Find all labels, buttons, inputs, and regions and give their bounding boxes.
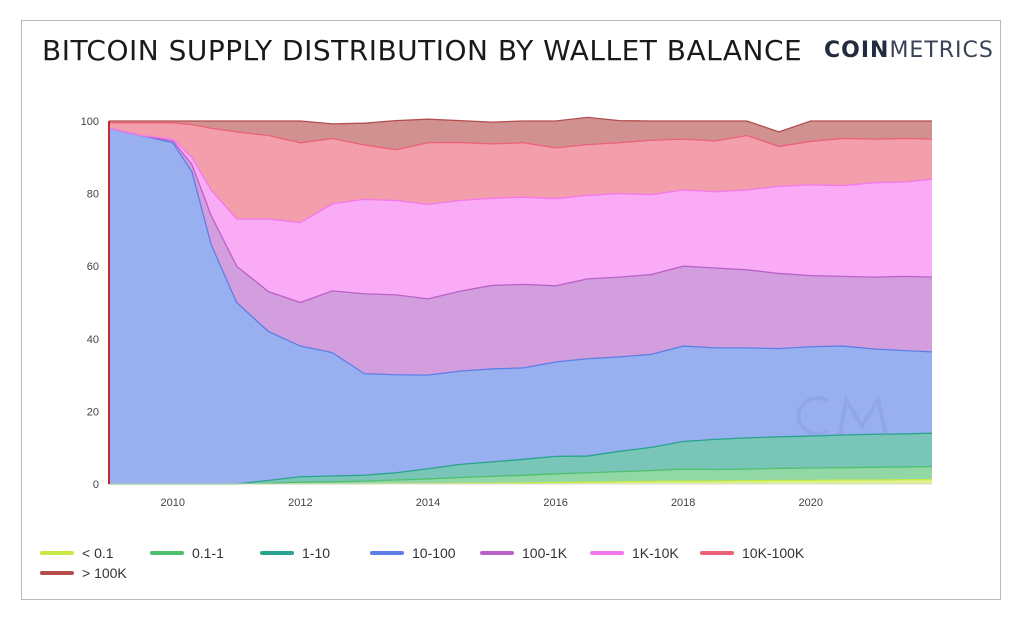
y-tick-label: 40 <box>87 334 99 346</box>
x-tick-label: 2018 <box>671 497 695 509</box>
legend-swatch <box>700 551 734 555</box>
y-tick-label: 0 <box>93 479 99 491</box>
x-tick-label: 2012 <box>288 497 312 509</box>
area-100-1k <box>109 128 932 376</box>
brand-logo-light: METRICS <box>889 38 994 63</box>
legend-label: > 100K <box>82 565 127 581</box>
legend-item-10-100[interactable]: 10-100 <box>370 545 456 561</box>
y-tick-label: 60 <box>87 261 99 273</box>
x-tick-label: 2020 <box>799 497 823 509</box>
series-areas <box>109 117 932 484</box>
area-10k-100k <box>109 122 932 223</box>
legend-swatch <box>590 551 624 555</box>
watermark-icon <box>796 394 888 436</box>
legend-label: 10K-100K <box>742 545 805 561</box>
y-tick-label: 20 <box>87 406 99 418</box>
legend-item-10k-100k[interactable]: 10K-100K <box>700 545 804 561</box>
legend-label: 10-100 <box>412 545 456 561</box>
area-0-1-1 <box>109 466 932 484</box>
area-gt-100k <box>109 117 932 150</box>
brand-logo-bold: COIN <box>824 38 890 63</box>
legend-label: 1K-10K <box>632 545 679 561</box>
area-1k-10k <box>109 128 932 303</box>
legend-item-100-1k[interactable]: 100-1K <box>480 545 567 561</box>
legend-swatch <box>40 571 74 575</box>
area-10-100 <box>109 128 932 484</box>
line-10k-100k <box>109 122 933 151</box>
legend-item-1-10[interactable]: 1-10 <box>260 545 330 561</box>
x-tick-label: 2016 <box>543 497 567 509</box>
line-gt-100k <box>109 116 932 133</box>
line-1k-10k <box>108 127 933 224</box>
y-tick-label: 100 <box>81 116 99 128</box>
legend-swatch <box>150 551 184 555</box>
legend-swatch <box>260 551 294 555</box>
y-tick-label: 80 <box>87 189 99 201</box>
line-10-100 <box>108 127 933 376</box>
legend-label: 1-10 <box>302 545 331 561</box>
legend-swatch <box>370 551 404 555</box>
legend-swatch <box>40 551 74 555</box>
legend-item-lt-0-1[interactable]: < 0.1 <box>40 545 114 561</box>
chart-title: BITCOIN SUPPLY DISTRIBUTION BY WALLET BA… <box>42 34 803 67</box>
brand-logo: COINMETRICS <box>824 38 994 63</box>
legend-item-1k-10k[interactable]: 1K-10K <box>590 545 679 561</box>
legend-swatch <box>480 551 514 555</box>
axes: 0 20 40 60 80 100 2010 2012 2014 2016 2018 2020 <box>81 116 932 509</box>
legend-item-0-1-1[interactable]: 0.1-1 <box>150 545 224 561</box>
line-100-1k <box>108 127 933 304</box>
legend-label: 100-1K <box>522 545 568 561</box>
x-tick-label: 2010 <box>161 497 185 509</box>
legend-item-gt-100k[interactable]: > 100K <box>40 565 127 581</box>
legend-label: < 0.1 <box>82 545 114 561</box>
area-lt-0-1 <box>109 479 932 484</box>
area-1-10 <box>109 433 932 484</box>
legend-label: 0.1-1 <box>192 545 224 561</box>
x-tick-label: 2014 <box>416 497 440 509</box>
